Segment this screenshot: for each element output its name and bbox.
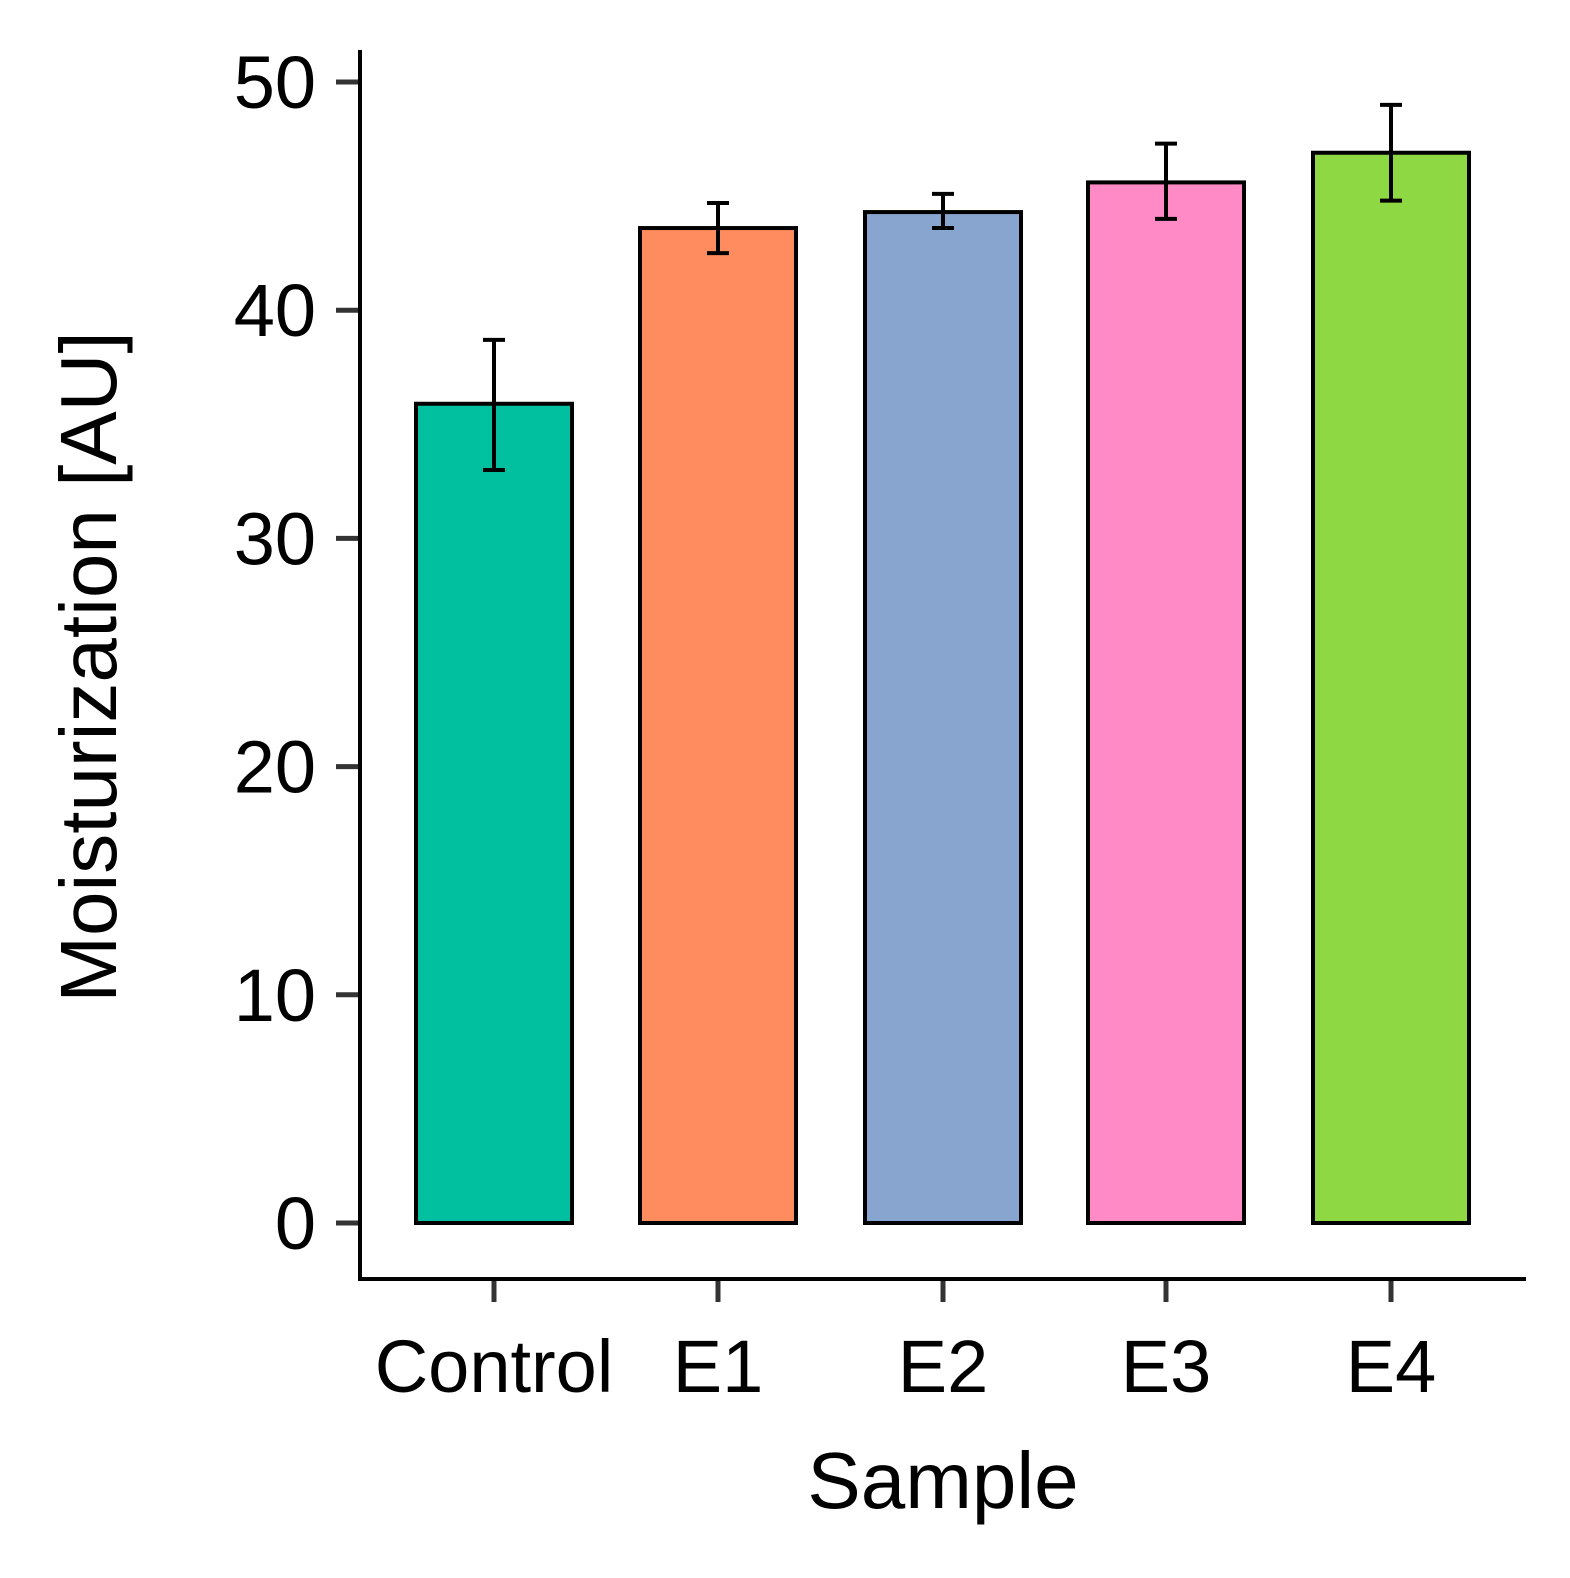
bar-e4 xyxy=(1311,150,1471,1226)
y-tick-label-50: 50 xyxy=(234,41,316,124)
error-bars-layer xyxy=(483,102,1402,472)
x-tick-label-e2: E2 xyxy=(898,1325,989,1408)
bars-layer xyxy=(414,150,1471,1226)
error-bar-e3 xyxy=(1155,141,1177,221)
y-tick-label-30: 30 xyxy=(234,497,316,580)
bar-e3 xyxy=(1086,180,1246,1226)
x-tick-label-e3: E3 xyxy=(1121,1325,1212,1408)
y-tick-label-10: 10 xyxy=(234,954,316,1037)
x-tick-label-control: Control xyxy=(375,1325,614,1408)
x-tick-label-e1: E1 xyxy=(673,1325,764,1408)
error-bar-e2 xyxy=(932,191,954,231)
error-bar-e4 xyxy=(1380,102,1402,203)
x-ticks-layer: Control E1 E2 E3 E4 xyxy=(375,1281,1437,1408)
x-tick-label-e4: E4 xyxy=(1346,1325,1437,1408)
error-bar-control xyxy=(483,337,505,472)
bar-control xyxy=(414,401,574,1225)
bar-e1 xyxy=(638,226,798,1226)
error-bar-e1 xyxy=(707,200,729,256)
y-tick-label-20: 20 xyxy=(234,726,316,809)
bar-e2 xyxy=(863,210,1023,1226)
x-axis-title: Sample xyxy=(807,1436,1078,1525)
y-ticks-layer: 0 10 20 30 40 50 xyxy=(234,41,358,1265)
y-tick-label-40: 40 xyxy=(234,269,316,352)
y-tick-label-0: 0 xyxy=(275,1182,316,1265)
y-axis-title: Moisturization [AU] xyxy=(44,331,133,1002)
